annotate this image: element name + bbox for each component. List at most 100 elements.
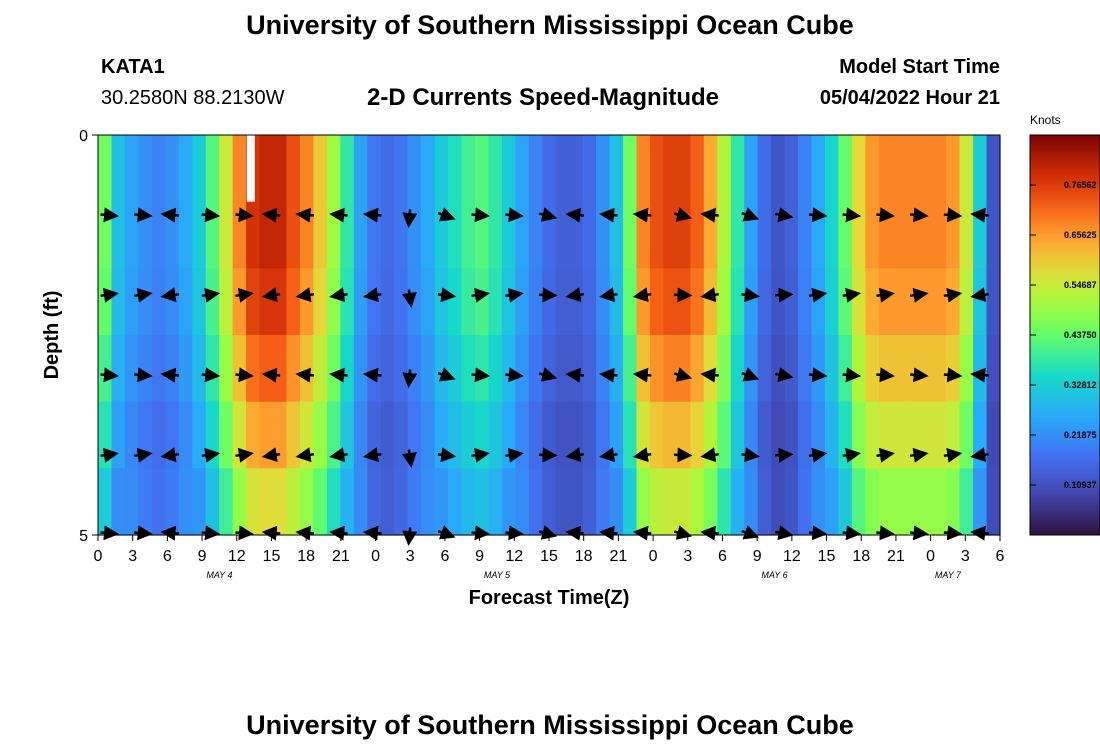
heatmap-cell <box>165 335 180 403</box>
heatmap-cell <box>542 335 557 403</box>
current-vector <box>876 367 895 383</box>
heatmap-cell <box>623 401 638 469</box>
heatmap-cell <box>730 268 745 336</box>
heatmap-cell <box>380 468 395 536</box>
x-tick-label: 6 <box>718 548 727 565</box>
heatmap-cell <box>878 468 893 536</box>
heatmap-cell <box>959 135 974 203</box>
heatmap-cell <box>959 401 974 469</box>
heatmap-cell <box>690 201 705 269</box>
current-vector <box>599 525 618 541</box>
heatmap-cell <box>138 335 153 403</box>
current-vector <box>235 207 254 223</box>
heatmap-cell <box>663 268 678 336</box>
heatmap-cell <box>663 135 678 203</box>
heatmap-cell <box>851 335 866 403</box>
heatmap-cell <box>919 268 934 336</box>
heatmap-cell <box>421 335 436 403</box>
heatmap-cell <box>138 268 153 336</box>
heatmap-cell <box>784 201 799 269</box>
heatmap-cell <box>771 268 786 336</box>
heatmap-cell <box>434 135 449 203</box>
current-vector <box>673 207 693 222</box>
heatmap-cell <box>986 468 1001 536</box>
heatmap-cell <box>98 201 113 269</box>
heatmap-cell <box>892 335 907 403</box>
heatmap-cell <box>474 201 490 269</box>
heatmap-cell <box>515 268 530 336</box>
heatmap-cell <box>259 335 274 403</box>
heatmap-cell <box>878 268 893 336</box>
heatmap-cell <box>394 335 409 403</box>
heatmap-cell <box>124 468 139 536</box>
heatmap-cell <box>717 201 732 269</box>
x-tick-label: 0 <box>649 548 658 565</box>
current-vector <box>471 525 491 541</box>
heatmap-cell <box>865 201 880 269</box>
current-vector <box>261 525 281 541</box>
heatmap-cell <box>219 468 234 536</box>
heatmap-cell <box>124 335 139 403</box>
current-vector <box>235 447 254 463</box>
current-vector <box>100 525 119 541</box>
heatmap-cell <box>986 335 1001 403</box>
heatmap-cell <box>946 468 961 536</box>
current-vector <box>160 287 180 303</box>
current-vector <box>134 367 153 383</box>
current-vector <box>505 525 524 541</box>
current-vector <box>943 367 963 383</box>
current-vector <box>329 207 348 223</box>
heatmap-cell <box>824 135 840 203</box>
heatmap-cell <box>649 135 665 203</box>
heatmap-cell <box>744 268 759 336</box>
current-vector <box>471 447 490 463</box>
current-vector <box>100 207 119 223</box>
heatmap-cell <box>851 201 866 269</box>
heatmap-cell <box>838 268 853 336</box>
heatmap-cell <box>555 201 570 269</box>
x-tick-label: 15 <box>263 548 281 565</box>
heatmap-cell <box>757 135 772 203</box>
current-vector <box>775 367 794 383</box>
heatmap-cell <box>946 268 961 336</box>
heatmap-cell <box>596 335 611 403</box>
heatmap-cell <box>609 201 624 269</box>
heatmap-cell <box>730 468 745 536</box>
heatmap-cell <box>730 335 745 403</box>
current-vector <box>673 367 693 382</box>
heatmap-cell <box>367 135 382 203</box>
heatmap-cell <box>851 468 866 536</box>
heatmap-cell <box>744 468 759 536</box>
current-vectors <box>100 207 989 546</box>
current-vector <box>100 367 119 383</box>
heatmap-cell <box>326 268 341 336</box>
current-vector <box>808 287 828 303</box>
heatmap-cell <box>421 401 436 469</box>
current-vector <box>775 287 794 303</box>
heatmap-cell <box>582 135 597 203</box>
heatmap-cell <box>596 201 611 269</box>
heatmap-cell <box>232 335 247 403</box>
heatmap-cell <box>394 468 409 536</box>
heatmap-cell <box>582 468 597 536</box>
heatmap-cell <box>407 268 422 336</box>
heatmap-cell <box>703 335 718 403</box>
heatmap-cell <box>353 401 368 469</box>
heatmap-cell <box>798 468 813 536</box>
heatmap-cell <box>771 201 786 269</box>
current-vector <box>437 367 456 382</box>
heatmap-cell <box>744 401 759 469</box>
heatmap-cell <box>919 135 934 203</box>
current-vector <box>808 367 828 383</box>
heatmap-cell <box>919 201 934 269</box>
heatmap-cell <box>973 268 988 336</box>
heatmap-cell <box>784 135 799 203</box>
heatmap-cell <box>973 201 988 269</box>
current-vector <box>700 525 719 541</box>
heatmap-cell <box>461 135 476 203</box>
current-vector <box>329 287 348 303</box>
current-vector <box>876 447 895 463</box>
heatmap-cell <box>259 401 274 469</box>
heatmap-cell <box>407 335 422 403</box>
heatmap-cell <box>663 335 678 403</box>
